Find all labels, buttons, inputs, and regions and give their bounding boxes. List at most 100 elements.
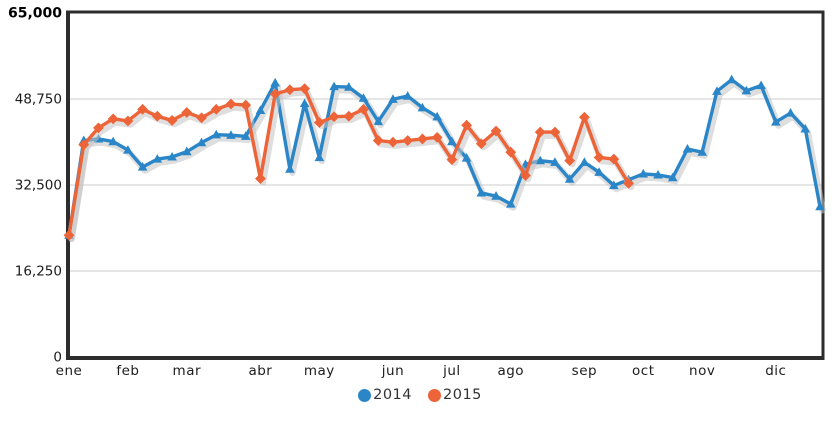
series-line-2014 bbox=[67, 77, 822, 237]
data-point-2014[interactable] bbox=[402, 91, 413, 100]
data-point-2014[interactable] bbox=[196, 137, 207, 147]
data-point-2015[interactable] bbox=[328, 111, 340, 123]
data-point-2015[interactable] bbox=[181, 107, 193, 118]
data-point-2015[interactable] bbox=[475, 138, 487, 150]
data-point-2014[interactable] bbox=[491, 191, 501, 200]
data-point-2015[interactable] bbox=[225, 98, 237, 110]
x-axis-label: mar bbox=[173, 363, 201, 379]
data-point-2014[interactable] bbox=[137, 162, 148, 171]
data-point-2015[interactable] bbox=[520, 170, 531, 181]
legend-label-2015: 2015 bbox=[443, 387, 482, 403]
data-point-2014[interactable] bbox=[343, 82, 354, 91]
data-point-2014[interactable] bbox=[123, 145, 133, 154]
data-point-2014[interactable] bbox=[211, 129, 222, 139]
data-point-2015[interactable] bbox=[505, 146, 517, 158]
data-point-2015[interactable] bbox=[534, 126, 546, 138]
data-point-2014[interactable] bbox=[167, 151, 177, 161]
data-point-2014[interactable] bbox=[461, 153, 472, 162]
data-point-2014[interactable] bbox=[152, 154, 163, 163]
data-point-2014[interactable] bbox=[800, 123, 811, 133]
data-point-2015[interactable] bbox=[372, 135, 384, 146]
data-point-2014[interactable] bbox=[815, 201, 825, 211]
data-point-2015[interactable] bbox=[564, 155, 576, 167]
legend-item-2015[interactable]: 2015 bbox=[428, 387, 482, 403]
data-point-2015[interactable] bbox=[299, 83, 311, 95]
legend-item-2014[interactable]: 2014 bbox=[358, 387, 412, 403]
data-point-2014[interactable] bbox=[682, 144, 693, 153]
data-point-2014[interactable] bbox=[388, 94, 398, 103]
data-point-2014[interactable] bbox=[226, 130, 236, 139]
data-point-2014[interactable] bbox=[712, 86, 722, 95]
data-point-2014[interactable] bbox=[314, 152, 325, 162]
x-axis-label: may bbox=[304, 363, 335, 379]
data-point-2015[interactable] bbox=[137, 103, 149, 115]
data-point-2015[interactable] bbox=[284, 84, 296, 96]
data-point-2015[interactable] bbox=[93, 122, 104, 134]
data-point-2015[interactable] bbox=[431, 131, 443, 143]
data-point-2015[interactable] bbox=[313, 117, 325, 128]
data-point-2014[interactable] bbox=[255, 105, 266, 114]
data-point-2015[interactable] bbox=[196, 112, 207, 124]
data-point-2015[interactable] bbox=[549, 126, 561, 138]
data-point-2015[interactable] bbox=[269, 88, 281, 100]
data-point-2014[interactable] bbox=[697, 147, 707, 156]
data-point-2014[interactable] bbox=[329, 81, 339, 91]
data-point-2014[interactable] bbox=[785, 108, 796, 117]
data-point-2014[interactable] bbox=[579, 157, 590, 166]
data-point-2014[interactable] bbox=[726, 74, 737, 84]
data-point-2015[interactable] bbox=[151, 110, 163, 122]
x-axis-label: oct bbox=[632, 363, 654, 379]
data-point-2015[interactable] bbox=[122, 115, 134, 127]
legend-marker-2014-icon bbox=[358, 388, 372, 402]
data-point-2014[interactable] bbox=[432, 111, 442, 121]
data-point-2014[interactable] bbox=[609, 180, 619, 190]
data-point-2015[interactable] bbox=[387, 136, 399, 148]
data-point-2014[interactable] bbox=[108, 136, 118, 146]
data-point-2015[interactable] bbox=[166, 115, 178, 126]
data-point-2015[interactable] bbox=[623, 178, 634, 189]
data-point-2014[interactable] bbox=[505, 199, 516, 208]
data-point-2014[interactable] bbox=[564, 174, 575, 183]
data-point-2014[interactable] bbox=[285, 164, 295, 173]
data-point-2015[interactable] bbox=[255, 173, 266, 185]
data-point-2014[interactable] bbox=[667, 172, 678, 182]
data-point-2014[interactable] bbox=[756, 80, 766, 90]
x-axis-label: abr bbox=[248, 363, 272, 379]
data-point-2015[interactable] bbox=[490, 125, 502, 137]
data-point-2015[interactable] bbox=[240, 99, 252, 111]
data-point-2015[interactable] bbox=[593, 152, 605, 163]
data-point-2014[interactable] bbox=[771, 117, 781, 126]
data-point-2014[interactable] bbox=[358, 93, 369, 102]
x-axis-label: jun bbox=[381, 363, 404, 379]
data-point-2015[interactable] bbox=[608, 153, 620, 165]
data-point-2015[interactable] bbox=[210, 103, 222, 115]
chart-legend: 2014 2015 bbox=[0, 387, 840, 403]
data-point-2014[interactable] bbox=[653, 169, 663, 179]
data-point-2014[interactable] bbox=[476, 187, 487, 197]
data-point-2014[interactable] bbox=[182, 146, 192, 156]
data-point-2014[interactable] bbox=[417, 102, 428, 112]
data-point-2015[interactable] bbox=[78, 139, 90, 151]
data-point-2015[interactable] bbox=[417, 133, 428, 145]
data-point-2015[interactable] bbox=[358, 103, 369, 115]
data-point-2014[interactable] bbox=[594, 167, 604, 176]
data-point-2014[interactable] bbox=[373, 116, 384, 126]
data-point-2014[interactable] bbox=[299, 98, 310, 108]
data-point-2014[interactable] bbox=[550, 157, 560, 166]
data-point-2014[interactable] bbox=[447, 136, 457, 146]
data-point-2014[interactable] bbox=[240, 131, 251, 140]
data-point-2014[interactable] bbox=[638, 168, 649, 178]
data-point-2014[interactable] bbox=[535, 155, 546, 165]
data-point-2014[interactable] bbox=[741, 85, 752, 95]
x-axis-label: dic bbox=[765, 363, 786, 379]
data-point-2015[interactable] bbox=[343, 110, 355, 122]
data-point-2015[interactable] bbox=[107, 113, 119, 125]
data-point-2014[interactable] bbox=[270, 77, 280, 87]
data-point-2015[interactable] bbox=[446, 154, 458, 165]
x-axis-label: feb bbox=[116, 363, 139, 379]
data-point-2015[interactable] bbox=[461, 119, 472, 131]
data-point-2015[interactable] bbox=[402, 135, 414, 146]
data-point-2015[interactable] bbox=[578, 111, 590, 123]
data-point-2015[interactable] bbox=[63, 229, 75, 241]
